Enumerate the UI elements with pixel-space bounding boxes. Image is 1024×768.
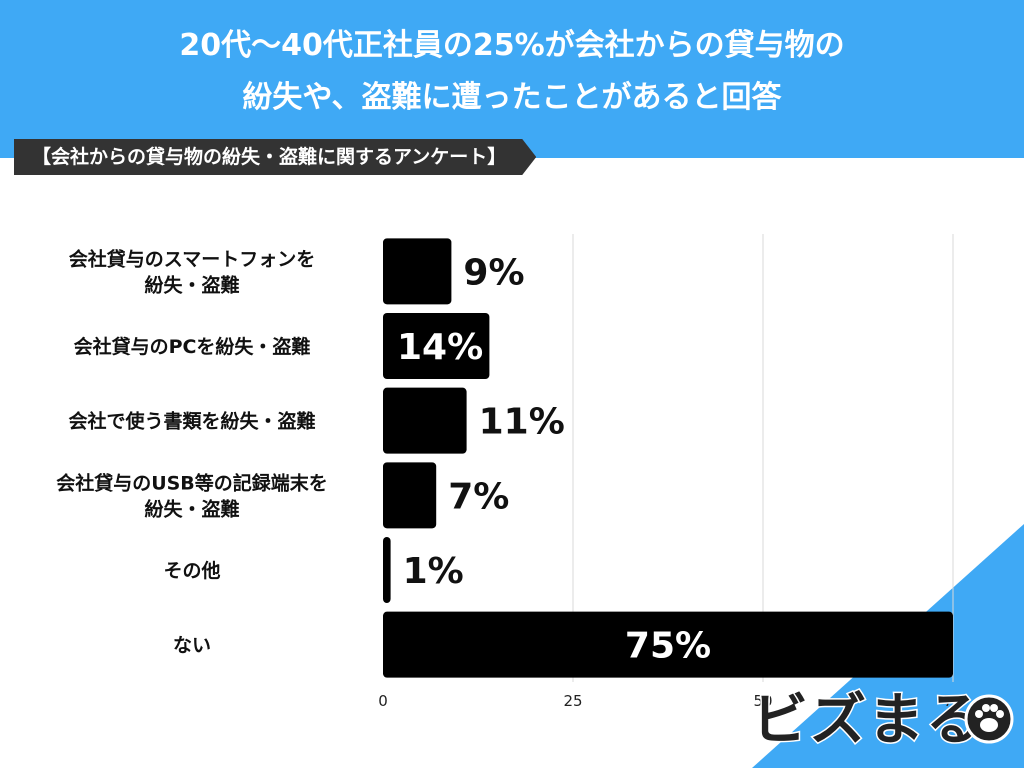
category-label: 会社で使う書類を紛失・盗難: [68, 410, 315, 433]
category-label: ない: [173, 635, 211, 657]
x-tick-label: 0: [378, 692, 388, 710]
logo-text: ビズまる: [752, 686, 984, 756]
value-label: 11%: [479, 402, 565, 443]
bar: [383, 537, 391, 603]
category-label: 会社貸与のPCを紛失・盗難: [74, 335, 311, 358]
value-label: 9%: [463, 252, 524, 293]
bar: [383, 238, 451, 304]
bar: [383, 388, 467, 454]
x-tick-label: 25: [563, 692, 582, 710]
category-label: その他: [163, 559, 220, 582]
value-label: 7%: [448, 476, 509, 517]
paw-icon: [964, 694, 1014, 744]
value-label: 75%: [625, 626, 711, 667]
brand-logo: ビズまる: [752, 686, 1014, 756]
bar: [383, 462, 436, 528]
category-label: 会社貸与のスマートフォンを紛失・盗難: [69, 247, 315, 296]
category-label: 会社貸与のUSB等の記録端末を紛失・盗難: [56, 471, 328, 520]
value-label: 1%: [403, 551, 464, 592]
value-label: 14%: [397, 327, 483, 368]
